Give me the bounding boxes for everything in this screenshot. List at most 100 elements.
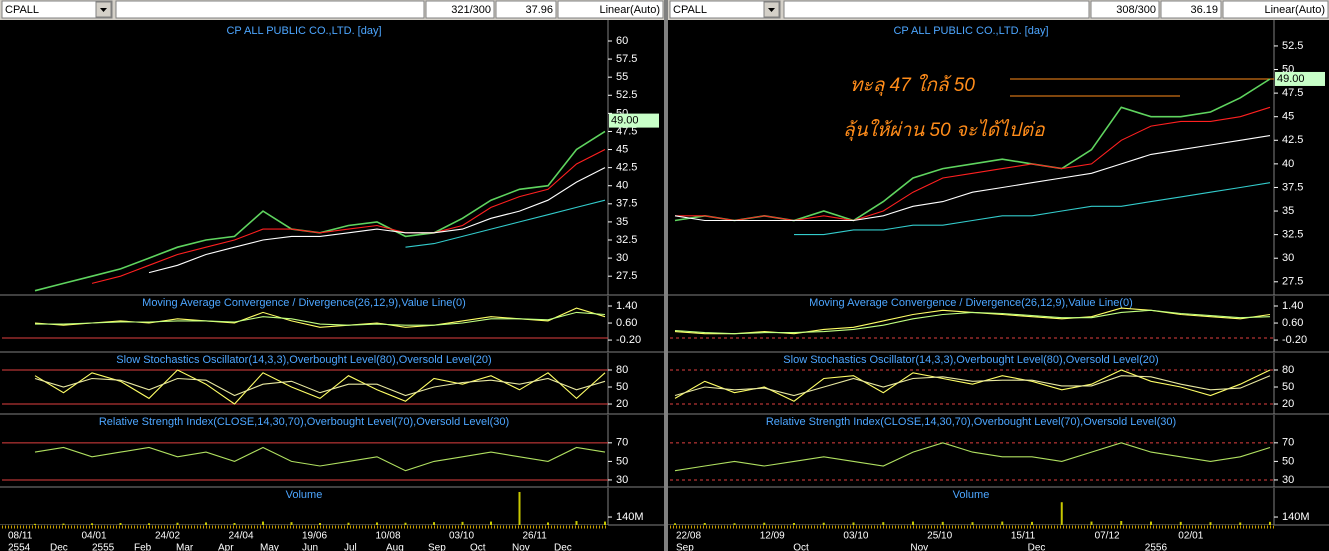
y-tick-label: 45 [616,143,628,155]
date-label: Dec [554,543,572,551]
panel-title: CP ALL PUBLIC CO.,LTD. [day] [893,25,1048,37]
y-tick-label: 60 [616,35,628,47]
panel-title: CP ALL PUBLIC CO.,LTD. [day] [226,25,381,37]
dropdown-arrow [100,8,107,12]
date-label: Feb [134,543,152,551]
date-label: 19/06 [302,531,327,542]
y-tick-label: 37.5 [616,198,637,210]
y-tick-label: 30 [616,252,628,264]
y-tick-label: 20 [616,398,628,410]
date-label: 04/01 [82,531,107,542]
series-line [34,377,606,397]
volume-bar [62,523,65,525]
price-label: 49.00 [1277,73,1305,85]
toolbar-field [783,0,1090,19]
series-line [674,135,1271,222]
series-line [674,369,1271,402]
date-label: 08/11 [8,531,33,542]
volume-bar [119,523,122,525]
volume-bar [1090,521,1093,525]
symbol[interactable]: CPALL [673,4,707,16]
date-axis [668,525,1274,551]
volume-bar [233,523,236,525]
panel-title: Volume [286,489,323,501]
symbol-box[interactable] [669,0,781,19]
series-line [34,446,606,472]
symbol[interactable]: CPALL [5,4,39,16]
date-label: 2554 [8,543,31,551]
y-tick-label: 1.40 [1282,300,1303,312]
symbol-box[interactable] [1,0,113,19]
volume-bar [1001,521,1004,525]
cursor-value: 37.96 [525,4,553,16]
volume-bar [763,522,766,525]
volume-bar [262,521,264,525]
series-line [34,369,606,405]
date-label: Jun [302,543,318,551]
y-tick-label: 20 [1282,398,1294,410]
date-label: 07/12 [1095,531,1120,542]
volume-bar [1150,521,1152,525]
y-tick-label: 35 [1282,205,1294,217]
date-label: Apr [218,543,234,551]
series-line [794,182,1271,236]
toolbar-field [115,0,425,19]
volume-bar [882,522,885,525]
volume-bar [290,522,293,525]
date-label: 22/08 [676,531,701,542]
date-label: Dec [1028,543,1046,551]
y-tick-label: 50 [616,381,628,393]
y-tick-label: 47.5 [1282,87,1303,99]
y-tick-label: 45 [1282,111,1294,123]
volume-bar [176,522,179,525]
y-tick-label: 30 [1282,474,1294,486]
date-label: 03/10 [843,531,868,542]
volume-bar [1060,502,1063,525]
panel-title: Slow Stochastics Oscillator(14,3,3),Over… [116,354,491,366]
series-line [674,442,1271,472]
date-label: Nov [512,543,530,551]
y-tick-label: 42.5 [616,162,637,174]
y-tick-label: 30 [616,474,628,486]
date-label: 24/04 [229,531,254,542]
y-tick-label: 70 [616,437,628,449]
dropdown-arrow [768,8,775,12]
y-tick-label: 47.5 [616,125,637,137]
volume-bar [319,523,321,525]
scale-mode: Linear(Auto) [1264,4,1325,16]
volume-bar [461,521,464,525]
volume-bar [376,522,378,525]
volume-bar [148,523,150,525]
series-line [405,199,606,248]
volume-bar [433,522,435,525]
panel-title: Relative Strength Index(CLOSE,14,30,70),… [766,416,1176,428]
price-box [609,113,659,128]
date-label: Sep [428,543,446,551]
scale-mode: Linear(Auto) [599,4,660,16]
panel-title: Moving Average Convergence / Divergence(… [142,297,466,309]
volume-bar [1120,521,1123,525]
panel-title: Slow Stochastics Oscillator(14,3,3),Over… [783,354,1158,366]
date-axis [0,525,608,551]
y-tick-label: 50 [616,455,628,467]
date-label: 26/11 [523,531,548,542]
y-tick-label: 52.5 [1282,40,1303,52]
y-tick-label: 27.5 [616,270,637,282]
date-label: 25/10 [927,531,952,542]
volume-bar [91,523,93,525]
toolbar-field [495,0,557,19]
volume-bar [941,521,944,525]
date-label: Sep [676,543,694,551]
date-label: 15/11 [1011,531,1036,542]
divider [664,0,668,551]
volume-bar [1239,522,1242,525]
volume-bar [703,523,706,525]
date-label: Oct [470,543,486,551]
volume-bar [347,522,350,525]
cursor-value: 36.19 [1190,4,1218,16]
date-label: Dec [50,543,68,551]
volume-bar [604,521,606,525]
y-tick-label: 42.5 [1282,134,1303,146]
volume-bar [674,523,676,525]
